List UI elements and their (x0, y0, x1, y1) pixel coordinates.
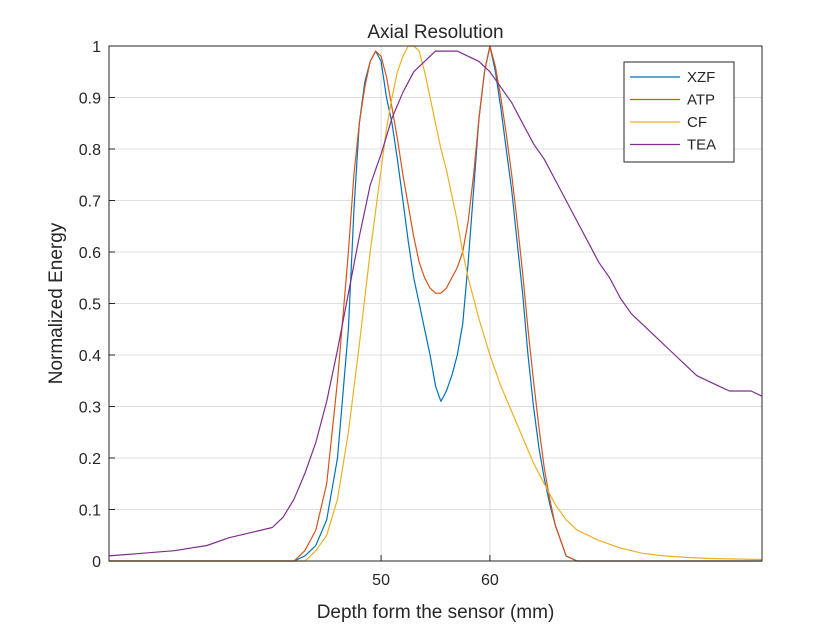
y-tick-label: 0.3 (79, 400, 101, 417)
x-axis-title: Depth form the sensor (mm) (317, 602, 555, 623)
series-line-cf (109, 45, 763, 562)
y-tick-label: 0.5 (79, 297, 101, 314)
y-tick-label: 1 (92, 39, 101, 56)
y-tick-label: 0.4 (79, 348, 101, 365)
x-tick-label: 50 (372, 572, 390, 589)
y-axis-title: Normalized Energy (46, 222, 67, 384)
y-tick-label: 0.7 (79, 194, 101, 211)
y-tick-label: 0.1 (79, 503, 101, 520)
legend-label: XZF (687, 69, 715, 86)
series-line-tea (108, 50, 763, 557)
x-tick-label: 60 (481, 572, 499, 589)
axis-ticks: 0 0.1 0.2 0.3 0.4 0.5 0.6 0.7 0.8 0.9 1 50 60 (79, 39, 499, 589)
chart-title: Axial Resolution (367, 22, 503, 43)
legend: XZF ATP CF TEA (623, 61, 735, 163)
y-tick-label: 0.6 (79, 245, 101, 262)
legend-label: ATP (687, 92, 715, 109)
series-lines (108, 45, 763, 562)
legend-label: TEA (687, 137, 716, 154)
y-tick-label: 0.8 (79, 142, 101, 159)
legend-box (623, 61, 735, 163)
y-tick-label: 0.9 (79, 91, 101, 108)
y-tick-label: 0.2 (79, 451, 101, 468)
series-line-atp (109, 45, 762, 562)
y-tick-label: 0 (92, 554, 101, 571)
legend-label: CF (687, 114, 707, 131)
